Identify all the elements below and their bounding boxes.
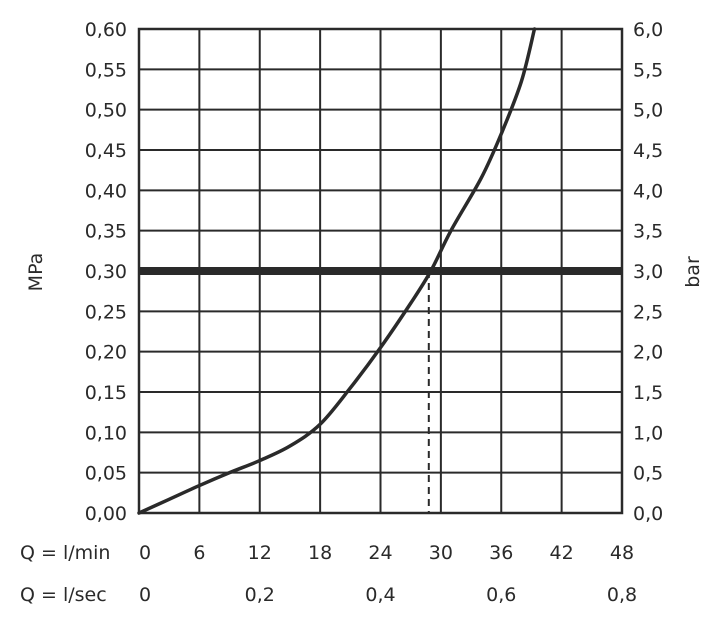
y-tick-label-left: 0,35	[85, 221, 127, 243]
x-tick-label-primary: 12	[248, 542, 272, 564]
y-tick-label-left: 0,40	[85, 180, 127, 202]
grid	[137, 27, 624, 515]
y-tick-label-left: 0,60	[85, 19, 127, 41]
y-tick-label-right: 0,0	[633, 503, 663, 525]
y-tick-label-left: 0,15	[85, 382, 127, 404]
y-tick-label-right: 2,0	[633, 342, 663, 364]
y-tick-label-right: 3,0	[633, 261, 663, 283]
y-tick-label-left: 0,45	[85, 140, 127, 162]
x-tick-label-primary: 36	[489, 542, 513, 564]
axis-labels: MPa bar Q = l/min Q = l/sec 0 6 12 18 24 30 36…	[20, 19, 704, 606]
x-tick-label-secondary: 0,2	[245, 584, 275, 606]
x-tick-label-primary: 0	[139, 542, 151, 564]
y-tick-label-left: 0,00	[85, 503, 127, 525]
x-tick-label-secondary: 0	[139, 584, 151, 606]
y-tick-label-right: 5,0	[633, 100, 663, 122]
y-tick-label-right: 4,5	[633, 140, 663, 162]
y-tick-label-left: 0,50	[85, 100, 127, 122]
x-tick-label-secondary: 0,4	[365, 584, 395, 606]
y-tick-label-right: 0,5	[633, 463, 663, 485]
y-tick-label-right: 1,5	[633, 382, 663, 404]
x-tick-label-secondary: 0,6	[486, 584, 516, 606]
y-tick-label-right: 1,0	[633, 422, 663, 444]
y-tick-label-left: 0,05	[85, 463, 127, 485]
y-tick-label-left: 0,25	[85, 301, 127, 323]
y-tick-label-right: 3,5	[633, 221, 663, 243]
x-tick-label-primary: 42	[550, 542, 574, 564]
y-tick-label-left: 0,30	[85, 261, 127, 283]
x-axis-label-primary: Q = l/min	[20, 542, 110, 564]
y-tick-label-right: 5,5	[633, 59, 663, 81]
y-tick-label-left: 0,10	[85, 422, 127, 444]
x-tick-label-primary: 6	[193, 542, 205, 564]
y-axis-label-left: MPa	[25, 253, 47, 292]
x-axis-label-secondary: Q = l/sec	[20, 584, 107, 606]
x-tick-label-primary: 48	[610, 542, 634, 564]
y-tick-label-left: 0,55	[85, 59, 127, 81]
x-tick-label-primary: 18	[308, 542, 332, 564]
x-tick-label-primary: 24	[368, 542, 392, 564]
series-line	[137, 27, 537, 515]
y-tick-label-right: 2,5	[633, 301, 663, 323]
x-tick-label-primary: 30	[429, 542, 453, 564]
y-tick-label-left: 0,20	[85, 342, 127, 364]
y-tick-label-right: 4,0	[633, 180, 663, 202]
y-axis-label-right: bar	[682, 256, 704, 288]
y-tick-label-right: 6,0	[633, 19, 663, 41]
x-tick-label-secondary: 0,8	[607, 584, 637, 606]
chart-marks	[137, 27, 622, 515]
